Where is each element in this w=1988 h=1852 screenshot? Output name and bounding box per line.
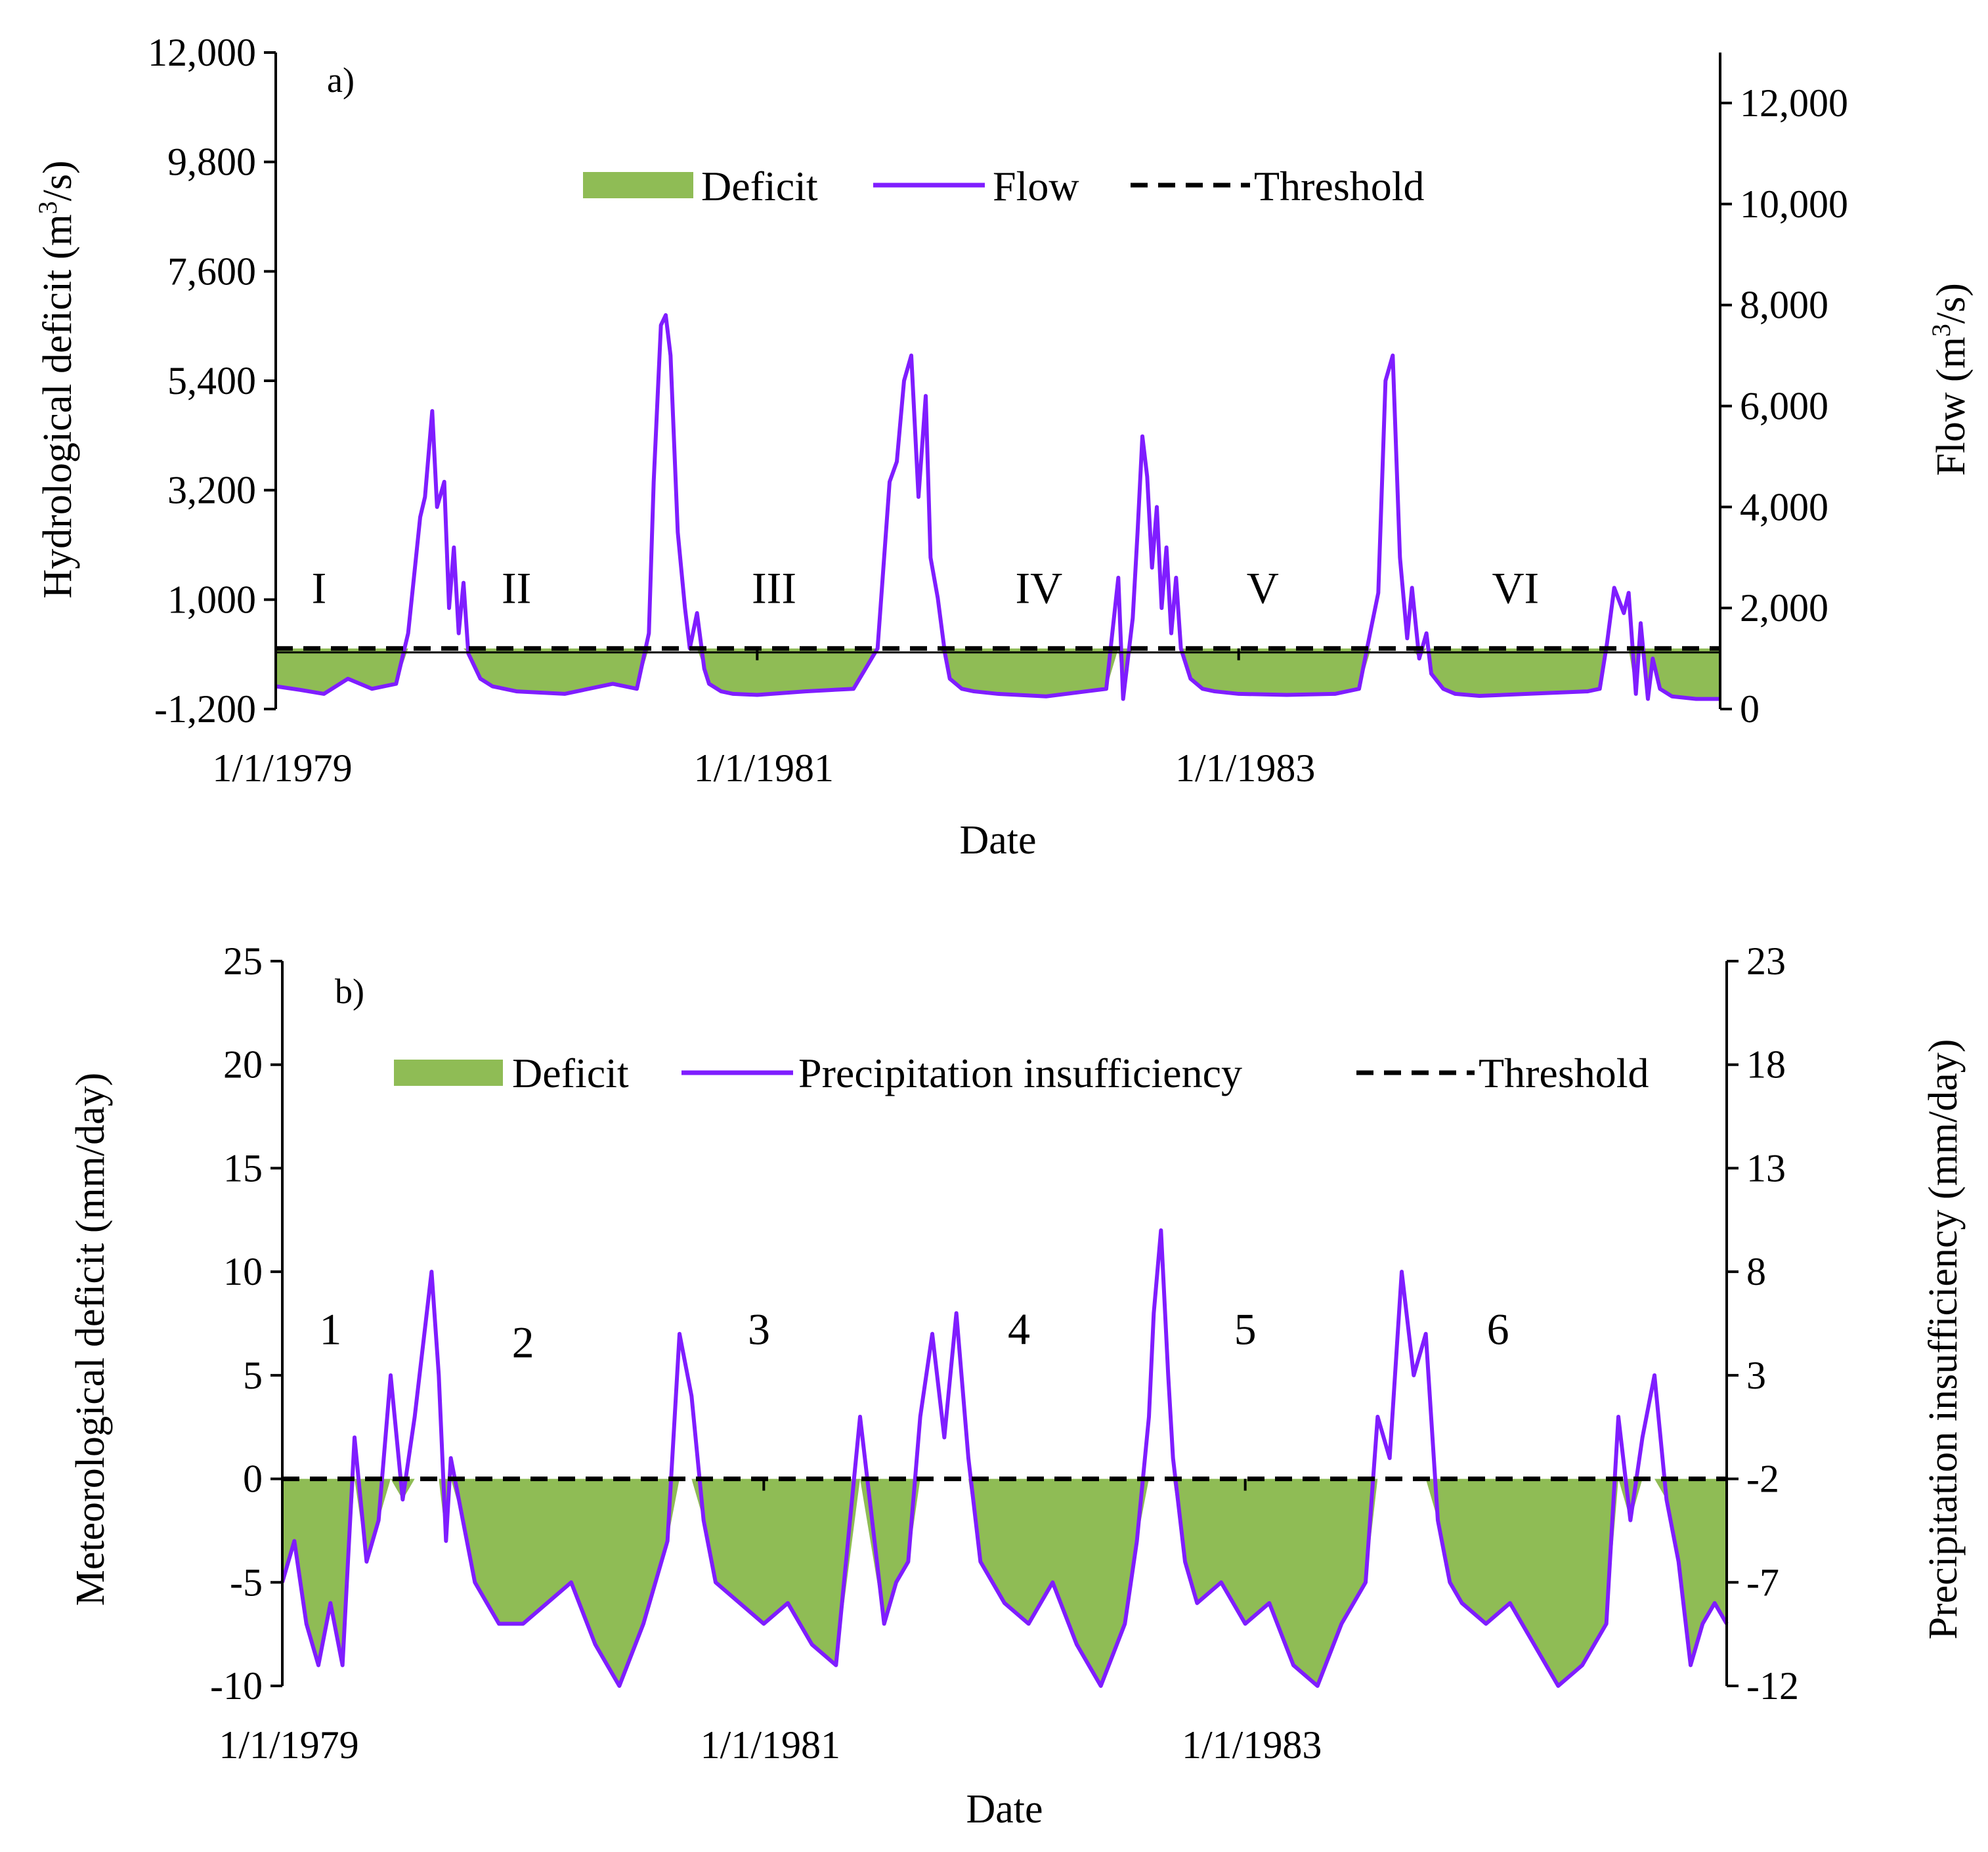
deficit-area-path xyxy=(282,1478,1727,1686)
left-tick-label: 20 xyxy=(223,1043,263,1087)
left-axis-a: 12,000 9,800 7,600 5,400 3,200 1,000 -1,200 xyxy=(148,31,277,731)
drought-label: 6 xyxy=(1487,1304,1509,1354)
left-axis-title-b: Meteorological deficit (mm/day) xyxy=(68,1073,113,1606)
left-tick-label: 9,800 xyxy=(167,140,256,184)
legend-swatch-deficit-b xyxy=(394,1060,503,1086)
drought-label: II xyxy=(502,563,531,613)
left-tick-label: 7,600 xyxy=(167,249,256,293)
left-tick-label: 10 xyxy=(223,1250,263,1293)
right-axis-title-b: Precipitation insufficiency (mm/day) xyxy=(1921,1039,1966,1640)
deficit-area-path xyxy=(276,648,1720,699)
x-axis-a: 1/1/1979 1/1/1981 1/1/1983 xyxy=(212,648,1315,790)
right-axis-a: 12,000 10,000 8,000 6,000 4,000 2,000 0 xyxy=(1719,53,1848,731)
series-line-path xyxy=(275,313,1720,701)
legend-label-threshold-a: Threshold xyxy=(1254,163,1425,209)
right-tick-label: -7 xyxy=(1746,1561,1779,1604)
left-tick-label: 15 xyxy=(223,1146,263,1190)
panel-label-b: b) xyxy=(335,972,364,1011)
drought-label: IV xyxy=(1015,563,1062,613)
right-tick-label: 4,000 xyxy=(1740,485,1828,528)
right-tick-label: -12 xyxy=(1746,1664,1799,1708)
right-tick-label: 18 xyxy=(1746,1043,1786,1087)
legend-label-flow-b: Precipitation insufficiency xyxy=(798,1050,1242,1096)
x-tick-label: 1/1/1983 xyxy=(1175,746,1315,790)
left-tick-label: 12,000 xyxy=(148,31,256,74)
x-tick-label: 1/1/1979 xyxy=(212,746,352,790)
legend-label-threshold-b: Threshold xyxy=(1479,1050,1649,1096)
precipitation-series-line xyxy=(280,1228,1729,1688)
drought-labels-b: 1 2 3 4 5 6 xyxy=(319,1304,1509,1367)
x-axis-title-a: Date xyxy=(959,818,1036,863)
legend-a: Deficit Flow Threshold xyxy=(583,163,1425,209)
drought-label: III xyxy=(752,563,796,613)
drought-label: 3 xyxy=(748,1304,770,1354)
right-tick-label: 12,000 xyxy=(1740,81,1848,125)
deficit-area-b xyxy=(282,1478,1727,1686)
right-tick-label: 3 xyxy=(1746,1354,1766,1397)
drought-labels-a: I II III IV V VI xyxy=(312,563,1540,613)
left-tick-label: 25 xyxy=(223,939,263,983)
left-tick-label: 5,400 xyxy=(167,359,256,402)
right-tick-label: 6,000 xyxy=(1740,384,1828,427)
legend-label-deficit-b: Deficit xyxy=(512,1050,629,1096)
right-tick-label: 8 xyxy=(1746,1250,1766,1293)
drought-label: 5 xyxy=(1234,1304,1257,1354)
legend-label-flow-a: Flow xyxy=(993,163,1079,209)
drought-label: V xyxy=(1247,563,1279,613)
left-tick-label: -10 xyxy=(210,1664,263,1708)
drought-label: 4 xyxy=(1008,1304,1030,1354)
drought-label: 2 xyxy=(512,1318,534,1367)
right-tick-label: 2,000 xyxy=(1740,586,1828,630)
right-tick-label: -2 xyxy=(1746,1457,1779,1501)
right-tick-label: 0 xyxy=(1740,687,1760,731)
deficit-area-a xyxy=(276,648,1720,699)
right-tick-label: 23 xyxy=(1746,939,1786,983)
panel-label-a: a) xyxy=(327,60,355,100)
legend-swatch-deficit-a xyxy=(583,172,693,198)
left-tick-label: 0 xyxy=(243,1457,263,1501)
panel-a: 12,000 9,800 7,600 5,400 3,200 1,000 -1,200 12… xyxy=(33,31,1974,863)
x-tick-label: 1/1/1979 xyxy=(219,1723,358,1767)
right-tick-label: 8,000 xyxy=(1740,284,1828,327)
left-tick-label: 3,200 xyxy=(167,469,256,512)
series-line-path xyxy=(280,1228,1729,1688)
left-axis-title-a: Hydrological deficit (m3/s) xyxy=(33,160,81,598)
x-tick-label: 1/1/1981 xyxy=(694,746,834,790)
right-axis-title-a: Flow (m3/s) xyxy=(1926,283,1974,476)
flow-series-line xyxy=(275,313,1720,701)
legend-label-deficit-a: Deficit xyxy=(701,163,818,209)
x-axis-b: 1/1/1979 1/1/1981 1/1/1983 xyxy=(219,1478,1322,1767)
legend-b: Deficit Precipitation insufficiency Thre… xyxy=(394,1050,1649,1096)
left-tick-label: 1,000 xyxy=(167,578,256,621)
drought-label: I xyxy=(312,563,327,613)
left-tick-label: -1,200 xyxy=(154,687,256,731)
x-axis-title-b: Date xyxy=(966,1787,1043,1832)
right-axis-b: 23 18 13 8 3 -2 -7 -12 xyxy=(1725,939,1799,1708)
x-tick-label: 1/1/1983 xyxy=(1182,1723,1322,1767)
right-tick-label: 10,000 xyxy=(1740,183,1848,226)
drought-label: 1 xyxy=(319,1304,341,1354)
left-tick-label: -5 xyxy=(230,1561,263,1604)
drought-label: VI xyxy=(1492,563,1539,613)
left-axis-b: 25 20 15 10 5 0 -5 -10 xyxy=(210,939,284,1708)
x-tick-label: 1/1/1981 xyxy=(701,1723,840,1767)
right-tick-label: 13 xyxy=(1746,1146,1786,1190)
left-tick-label: 5 xyxy=(243,1354,263,1397)
